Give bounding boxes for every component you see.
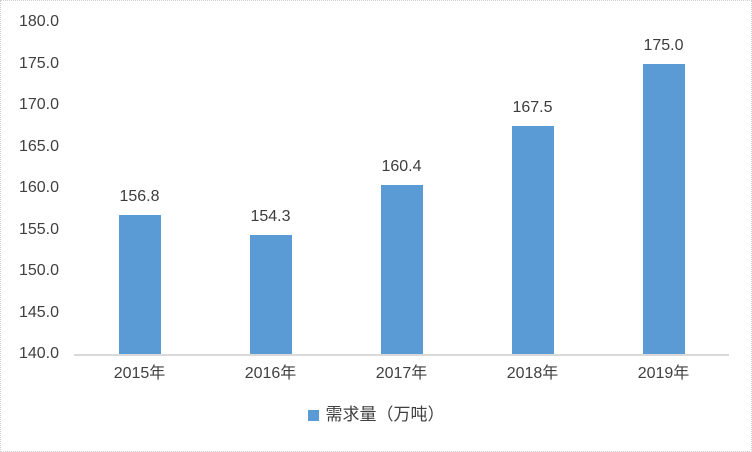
- legend-series-label: 需求量（万吨）: [325, 405, 445, 424]
- x-axis-tick-label: 2017年: [375, 365, 428, 382]
- x-axis-tick-label: 2018年: [506, 365, 559, 382]
- y-axis-tick-label: 175.0: [18, 54, 59, 72]
- y-axis-tick-label: 180.0: [18, 13, 59, 30]
- bar-2016年: [249, 235, 292, 354]
- x-axis-tick-label: 2016年: [244, 365, 297, 382]
- y-axis-tick-label: 140.0: [18, 345, 59, 362]
- data-label: 167.5: [512, 98, 553, 116]
- data-label: 175.0: [643, 36, 684, 54]
- data-label: 160.4: [381, 157, 422, 175]
- bar-2018年: [511, 125, 554, 354]
- legend-square-icon: [307, 409, 319, 421]
- y-axis-tick-label: 145.0: [18, 303, 59, 321]
- x-axis-line: [74, 354, 729, 356]
- data-label: 154.3: [250, 208, 291, 226]
- x-axis-tick-label: 2019年: [637, 365, 690, 382]
- bar-2019年: [642, 63, 685, 354]
- y-axis-tick-label: 155.0: [18, 220, 59, 238]
- y-axis-tick-label: 165.0: [18, 137, 59, 155]
- y-axis-tick-label: 150.0: [18, 262, 59, 279]
- legend: 需求量（万吨）: [1, 403, 751, 427]
- bar-2015年: [118, 214, 161, 354]
- y-axis-tick-label: 160.0: [18, 179, 59, 196]
- y-axis-tick-label: 170.0: [18, 96, 59, 113]
- x-axis-tick-label: 2015年: [113, 365, 166, 382]
- bar-2017年: [380, 184, 423, 354]
- data-label: 156.8: [119, 187, 160, 205]
